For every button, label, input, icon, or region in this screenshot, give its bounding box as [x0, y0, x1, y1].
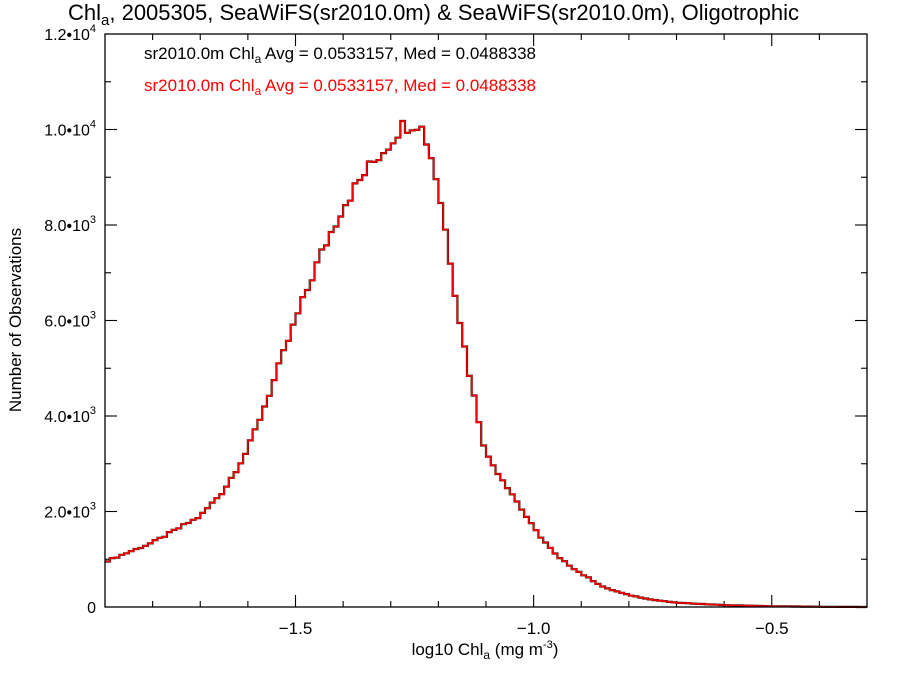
legend-black-subscript: a	[255, 52, 262, 66]
x-axis-label: log10 Chla (mg m-3)	[412, 639, 559, 662]
x-tick-label: −1.0	[517, 619, 551, 638]
x-axis-label-superscript: -3	[543, 639, 553, 651]
y-tick-label: 0	[87, 600, 96, 617]
y-axis-label: Number of Observations	[6, 228, 25, 412]
legend-red-subscript: a	[255, 84, 262, 98]
x-axis-label-suffix: )	[553, 640, 559, 659]
legend-black-prefix: sr2010.0m Chl	[144, 44, 255, 63]
legend-red-prefix: sr2010.0m Chl	[144, 76, 255, 95]
chart-title-suffix: , 2005305, SeaWiFS(sr2010.0m) & SeaWiFS(…	[109, 0, 799, 25]
x-tick-label: −1.5	[279, 619, 313, 638]
chart-title-subscript: a	[101, 12, 110, 29]
chart-title-prefix: Chl	[68, 0, 101, 25]
legend-black-suffix: Avg = 0.0533157, Med = 0.0488338	[261, 44, 536, 63]
y-tick-label: 6.0•103	[44, 310, 96, 331]
y-tick-label: 1.0•104	[44, 119, 96, 140]
y-tick-label: 1.2•104	[44, 23, 96, 44]
x-axis-label-subscript: a	[483, 648, 490, 662]
x-axis: −1.5 −1.0 −0.5	[152, 34, 820, 638]
chart-title: Chla, 2005305, SeaWiFS(sr2010.0m) & SeaW…	[68, 0, 799, 29]
histogram-series-black	[105, 119, 867, 609]
x-tick-label: −0.5	[755, 619, 789, 638]
legend-entry-black: sr2010.0m Chla Avg = 0.0533157, Med = 0.…	[144, 44, 536, 66]
histogram-series-red	[105, 120, 867, 608]
y-tick-label: 4.0•103	[44, 405, 96, 426]
y-tick-label: 8.0•103	[44, 214, 96, 235]
y-tick-label: 2.0•103	[44, 501, 96, 522]
plot-frame	[104, 33, 868, 608]
legend-entry-red: sr2010.0m Chla Avg = 0.0533157, Med = 0.…	[144, 76, 536, 98]
y-axis: 0 2.0•103 4.0•103 6.0•103 8.0•103 1.0•104 1.2•…	[44, 23, 867, 617]
legend: sr2010.0m Chla Avg = 0.0533157, Med = 0.…	[144, 44, 536, 98]
legend-red-suffix: Avg = 0.0533157, Med = 0.0488338	[261, 76, 536, 95]
x-axis-label-middle: (mg m	[490, 640, 543, 659]
x-axis-label-prefix: log10 Chl	[412, 640, 484, 659]
